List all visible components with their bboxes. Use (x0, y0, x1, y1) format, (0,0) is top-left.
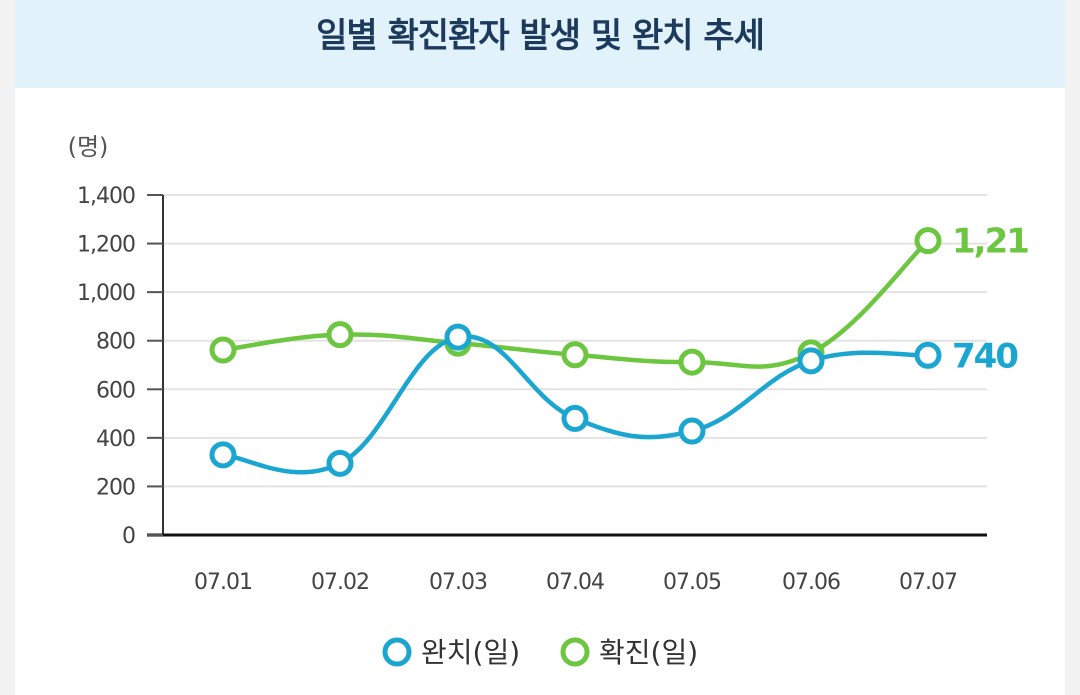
y-tick-label: 0 (122, 524, 135, 549)
series-group: 1,21 740 (209, 222, 1030, 477)
data-point (444, 323, 472, 351)
y-tick-label: 600 (96, 378, 135, 403)
data-point (326, 449, 354, 477)
legend-item: 완치(일) (382, 636, 520, 669)
x-tick-label: 07.02 (311, 570, 369, 595)
x-tick-label: 07.04 (546, 570, 604, 595)
chart-title: 일별 확진환자 발생 및 완치 추세 (316, 15, 765, 56)
data-point (561, 341, 589, 369)
y-tick-label: 1,000 (77, 281, 135, 306)
data-point (209, 336, 237, 364)
series-recovered: 740 (209, 323, 1020, 477)
legend-marker (382, 637, 412, 667)
data-point (326, 321, 354, 349)
y-tick-label: 1,200 (77, 233, 135, 258)
y-axis-ticks: (명) 0 200 400 600 800 1,000 1,200 1,400 (68, 133, 163, 549)
y-tick-label: 1,400 (77, 184, 135, 209)
chart-card: 일별 확진환자 발생 및 완치 추세 (15, 0, 1065, 695)
x-tick-label: 07.01 (194, 570, 252, 595)
grid-lines (147, 194, 987, 537)
legend-label: 완치(일) (421, 636, 520, 669)
y-tick-label: 400 (96, 427, 135, 452)
legend-label: 확진(일) (599, 636, 698, 669)
x-tick-label: 07.05 (663, 570, 721, 595)
x-tick-label: 07.03 (429, 570, 487, 595)
data-point (209, 441, 237, 469)
y-tick-label: 200 (96, 475, 135, 500)
data-point (914, 227, 942, 255)
legend-marker (560, 637, 590, 667)
x-axis-ticks: 07.01 07.02 07.03 07.04 07.05 07.06 07.07 (194, 570, 958, 595)
series-end-label: 740 (952, 336, 1018, 376)
x-tick-label: 07.06 (782, 570, 840, 595)
legend-item: 확진(일) (560, 636, 698, 669)
data-point (678, 417, 706, 445)
data-point (561, 404, 589, 432)
series-end-label: 1,21 (952, 222, 1028, 262)
data-point (914, 341, 942, 369)
data-point (678, 348, 706, 376)
y-axis-unit-label: (명) (68, 133, 109, 161)
legend: 완치(일) 확진(일) (382, 636, 698, 669)
x-tick-label: 07.07 (899, 570, 957, 595)
y-tick-label: 800 (96, 330, 135, 355)
data-point (797, 347, 825, 375)
chart-header: 일별 확진환자 발생 및 완치 추세 (15, 0, 1065, 88)
